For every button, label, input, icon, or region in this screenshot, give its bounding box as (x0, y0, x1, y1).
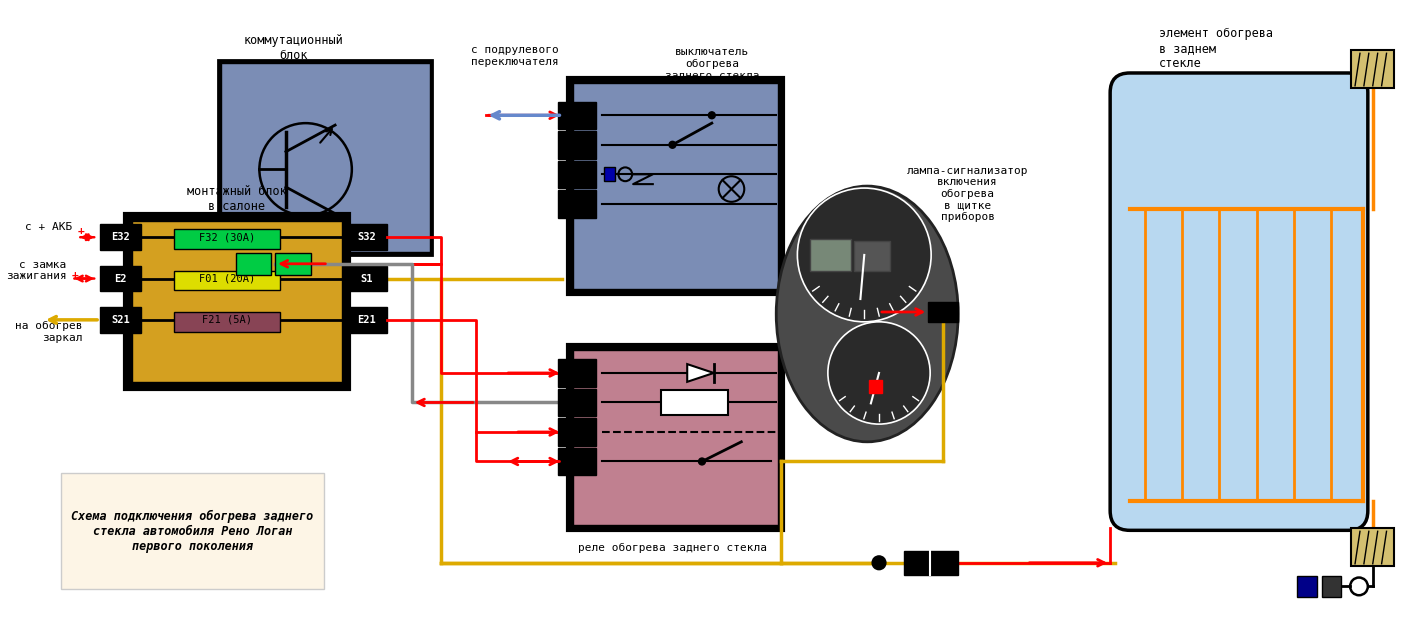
Circle shape (669, 141, 676, 148)
Bar (101, 307, 142, 333)
Text: 3: 3 (573, 169, 580, 179)
Text: с + АКБ: с + АКБ (26, 223, 72, 233)
Text: реле обогрева заднего стекла: реле обогрева заднего стекла (579, 543, 767, 553)
Bar (275, 253, 311, 274)
Bar (559, 389, 596, 416)
Bar (559, 418, 596, 446)
Bar (346, 266, 387, 291)
Bar (559, 101, 596, 129)
Text: +: + (78, 226, 84, 236)
Text: F01 (20A): F01 (20A) (199, 274, 255, 284)
Text: 2: 2 (573, 397, 580, 407)
Bar (604, 167, 615, 181)
Bar (559, 448, 596, 475)
Bar (61, 473, 325, 589)
Text: 39: 39 (286, 259, 299, 269)
Text: с замка
зажигания: с замка зажигания (6, 260, 67, 282)
Text: 17: 17 (937, 307, 949, 317)
Circle shape (872, 556, 886, 570)
Text: Схема подключения обогрева заднего
стекла автомобиля Рено Логан
первого поколени: Схема подключения обогрева заднего стекл… (71, 510, 313, 553)
Bar (559, 359, 596, 387)
Text: 4: 4 (573, 199, 580, 209)
Bar (174, 230, 279, 249)
Text: коммутационный
блок: коммутационный блок (244, 34, 343, 62)
Bar (174, 312, 279, 332)
Bar (101, 225, 142, 250)
Text: лампа-сигнализатор
включения
обогрева
в щитке
приборов: лампа-сигнализатор включения обогрева в … (906, 165, 1028, 222)
Bar (346, 225, 387, 250)
Text: 2: 2 (573, 110, 580, 120)
Text: выключатель
обогрева
заднего стекла: выключатель обогрева заднего стекла (665, 47, 759, 81)
Bar (1322, 575, 1341, 597)
Text: 5: 5 (573, 427, 580, 437)
Text: элемент обогрева
в заднем
стекле: элемент обогрева в заднем стекле (1160, 27, 1273, 70)
Circle shape (828, 322, 930, 424)
Bar (218, 60, 432, 255)
Bar (903, 551, 957, 575)
Bar (869, 380, 882, 392)
Bar (559, 131, 596, 159)
Bar (569, 345, 783, 531)
Bar (573, 350, 777, 526)
Bar (235, 253, 271, 274)
Bar (855, 241, 891, 271)
FancyBboxPatch shape (1110, 73, 1368, 531)
Text: E21: E21 (357, 315, 376, 325)
Ellipse shape (776, 186, 959, 442)
Bar (132, 221, 342, 382)
Bar (661, 390, 727, 415)
Text: 5: 5 (573, 140, 580, 150)
Bar (573, 83, 777, 289)
Bar (929, 302, 957, 322)
Bar (569, 78, 783, 294)
Polygon shape (688, 364, 713, 382)
Text: 31: 31 (247, 259, 261, 269)
Bar (101, 266, 142, 291)
Circle shape (709, 112, 715, 119)
Bar (559, 190, 596, 218)
Bar (1351, 528, 1394, 566)
Text: 3: 3 (573, 457, 580, 466)
Bar (346, 307, 387, 333)
Bar (221, 63, 430, 252)
Text: 1: 1 (915, 558, 920, 568)
Text: F21 (5А): F21 (5А) (201, 315, 252, 325)
Text: S1: S1 (360, 274, 373, 284)
Text: с подрулевого
переключателя: с подрулевого переключателя (471, 45, 559, 67)
Bar (810, 239, 851, 271)
Text: +: + (71, 269, 78, 280)
Text: S21: S21 (112, 315, 130, 325)
Text: 1: 1 (940, 558, 946, 568)
Bar (174, 271, 279, 290)
Circle shape (699, 458, 705, 465)
Bar (1297, 575, 1317, 597)
Text: S32: S32 (357, 232, 376, 242)
Bar (559, 160, 596, 188)
Bar (1351, 50, 1394, 88)
Text: E2: E2 (115, 274, 128, 284)
Text: на обогрев
заркал: на обогрев заркал (14, 321, 82, 343)
Text: F32 (30A): F32 (30A) (199, 232, 255, 242)
Text: 1: 1 (573, 368, 580, 378)
Text: E32: E32 (112, 232, 130, 242)
Circle shape (797, 188, 932, 322)
Bar (125, 213, 349, 389)
Text: монтажный блок
в салоне: монтажный блок в салоне (187, 185, 286, 213)
